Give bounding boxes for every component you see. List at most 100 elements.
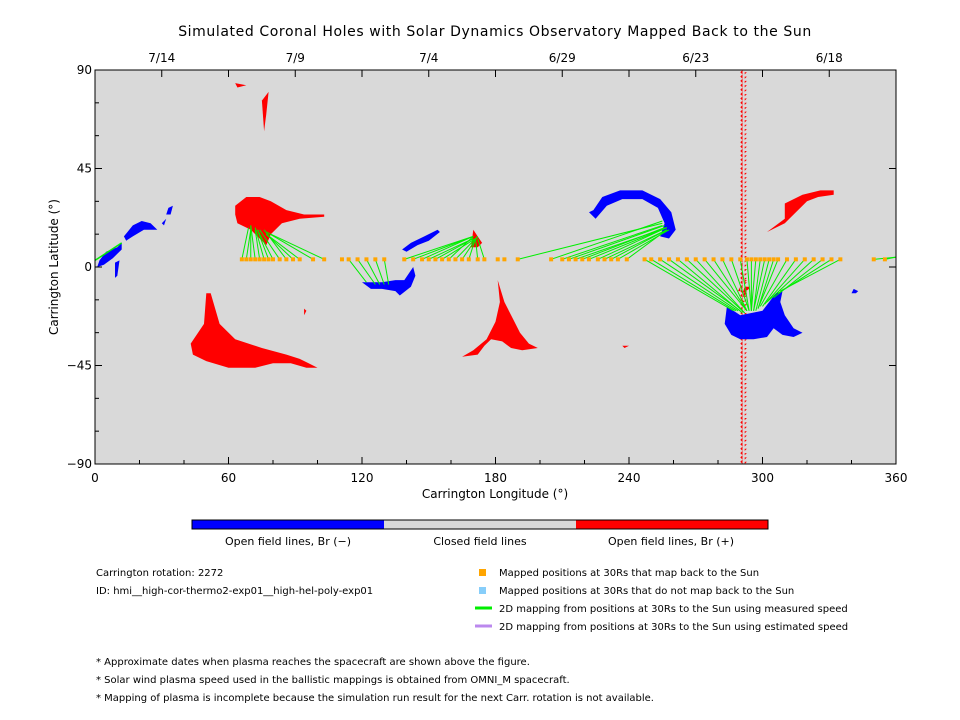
mapping-line-47 [650,258,737,312]
coronal-hole-positive-41 [744,212,747,215]
footpoint-marker-74 [882,257,887,262]
coronal-hole-negative-202 [161,218,167,226]
x-tick-label: 300 [751,471,774,485]
footpoint-marker-23 [426,257,431,262]
footpoint-marker-15 [346,257,351,262]
footnote-speed-source: * Solar wind plasma speed used in the ba… [96,675,570,686]
coronal-hole-positive-27 [744,242,747,246]
mapping-line-8 [259,229,281,260]
coronal-hole-positive-143 [744,383,747,386]
mapping-line-53 [704,259,748,312]
coronal-hole-positive-86 [740,113,743,119]
footpoint-marker-44 [615,257,620,262]
footpoint-marker-41 [595,257,600,262]
footpoint-marker-51 [684,257,689,262]
coronal-hole-positive-51 [744,190,747,193]
footpoint-marker-5 [262,257,267,262]
coronal-hole-positive-125 [744,422,747,425]
footpoint-marker-58 [744,257,749,262]
coronal-hole-positive-24 [740,249,743,254]
coronal-hole-positive-89 [744,107,747,110]
x-tick-label: 360 [885,471,908,485]
footpoint-marker-31 [482,257,487,262]
coronal-hole-positive-65 [744,159,747,162]
colorbar-positive [576,520,768,529]
mapping-line-10 [265,233,294,260]
mapping-line-64 [757,259,775,309]
coronal-hole-positive-52 [740,188,743,193]
colorbar-closed [384,520,576,529]
mapping-line-29 [468,238,476,260]
coronal-hole-positive-55 [744,181,747,184]
coronal-hole-positive-155 [744,356,747,359]
footnote-dates: * Approximate dates when plasma reaches … [96,657,530,668]
colorbar-label-closed: Closed field lines [433,535,527,548]
coronal-hole-negative-203 [166,205,173,215]
mapping-line-16 [357,259,376,285]
mapping-line-57 [739,259,750,311]
mapping-line-58 [746,259,752,311]
mapping-line-55 [721,259,748,311]
coronal-hole-positive-162 [740,341,743,346]
footpoint-marker-63 [767,257,772,262]
coronal-hole-positive-135 [744,400,747,403]
mapping-line-17 [366,259,381,285]
coronal-hole-negative-208 [851,288,859,294]
footpoint-marker-35 [549,257,554,262]
legend-label-estimated: 2D mapping from positions at 30Rs to the… [499,622,848,633]
coronal-hole-positive-157 [744,352,747,355]
footpoint-marker-18 [373,257,378,262]
mapping-line-25 [441,238,476,260]
coronal-hole-positive-66 [740,157,743,162]
footpoint-marker-48 [658,257,663,262]
footpoint-marker-13 [322,257,327,262]
footpoint-marker-38 [573,257,578,262]
footpoint-marker-53 [702,257,707,262]
coronal-hole-positive-104 [740,74,743,79]
footpoint-marker-59 [749,257,754,262]
coronal-hole-positive-153 [744,361,747,364]
legend-label-measured: 2D mapping from positions at 30Rs to the… [499,604,848,615]
coronal-hole-positive-44 [740,205,743,211]
coronal-hole-positive-94 [740,96,743,101]
date-label: 6/23 [682,51,709,65]
coronal-hole-positive-160 [740,345,743,351]
coronal-hole-positive-37 [744,221,747,224]
coronal-hole-positive-105 [744,72,747,75]
mapping-line-51 [686,258,746,314]
coronal-hole-positive-190 [740,280,743,285]
coronal-hole-positive-120 [740,433,743,438]
footpoint-marker-36 [560,257,565,262]
coronal-hole-positive-83 [744,120,747,123]
coronal-hole-positive-63 [744,164,747,167]
coronal-hole-positive-3 [190,293,318,368]
mapping-line-12 [266,231,314,260]
footpoint-marker-8 [277,257,282,262]
footpoint-marker-10 [291,257,296,262]
footpoint-marker-34 [515,257,520,262]
coronal-hole-negative-205 [402,229,440,252]
coronal-hole-positive-100 [740,83,743,88]
coronal-hole-positive-23 [744,251,747,254]
coronal-hole-positive-194 [740,271,743,276]
coronal-hole-positive-99 [744,85,747,88]
mapping-line-0 [241,227,250,260]
footpoint-marker-45 [624,257,629,262]
mapping-line-72 [780,258,841,292]
coronal-hole-positive-64 [740,161,743,167]
mapping-line-42 [604,229,668,260]
coronal-hole-negative-200 [115,260,120,278]
coronal-hole-positive-11 [744,280,747,283]
colorbar-label-positive: Open field lines, Br (+) [608,535,734,548]
coronal-hole-positive-40 [740,214,743,219]
footpoint-marker-26 [446,257,451,262]
coronal-hole-positive-71 [744,146,747,149]
x-tick-label: 180 [484,471,507,485]
coronal-hole-positive-128 [740,415,743,421]
coronal-hole-positive-121 [744,431,747,434]
coronal-hole-positive-103 [744,76,747,79]
coronal-hole-positive-79 [744,129,747,132]
date-label: 6/18 [816,51,843,65]
coronal-hole-positive-87 [744,111,747,114]
chart-title: Simulated Coronal Holes with Solar Dynam… [178,24,812,40]
